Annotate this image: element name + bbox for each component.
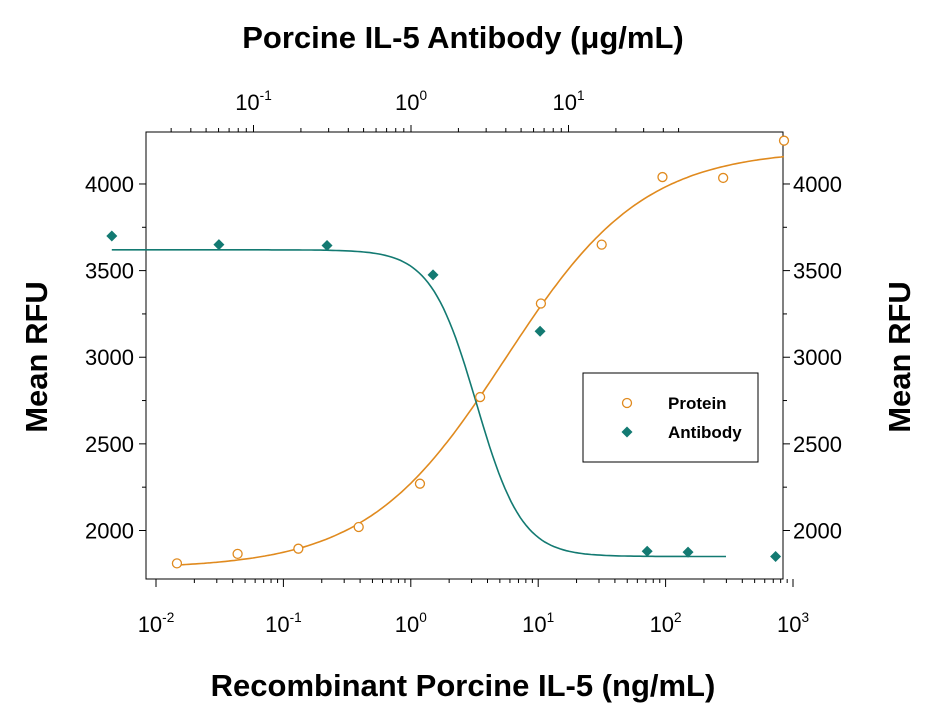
right-y-axis: 2000 2500 3000 3500 4000 bbox=[783, 172, 842, 543]
protein-point bbox=[414, 478, 426, 489]
x-tick-label: 101 bbox=[522, 610, 554, 637]
plot-area bbox=[145, 131, 784, 580]
y-axis-label-left: Mean RFU bbox=[19, 281, 54, 433]
x-tick-label: 100 bbox=[395, 610, 427, 637]
protein-point bbox=[778, 135, 790, 146]
y-tick-label-right: 4000 bbox=[793, 172, 842, 197]
antibody-point bbox=[641, 545, 653, 557]
top-x-tick-label: 101 bbox=[552, 88, 584, 115]
antibody-point bbox=[427, 269, 439, 281]
x-axis-label: Recombinant Porcine IL-5 (ng/mL) bbox=[211, 668, 716, 703]
y-tick-label-left: 2500 bbox=[85, 432, 134, 457]
protein-point bbox=[657, 171, 668, 183]
data-points bbox=[106, 135, 790, 569]
y-tick-label-left: 2000 bbox=[85, 518, 134, 543]
legend: Protein Antibody bbox=[582, 372, 759, 463]
y-tick-label-right: 3000 bbox=[793, 345, 842, 370]
x-tick-label: 10-2 bbox=[138, 610, 175, 637]
antibody-point bbox=[106, 230, 118, 242]
x-tick-label: 10-1 bbox=[265, 610, 302, 637]
x-tick-label: 102 bbox=[650, 610, 682, 637]
y-tick-label-right: 2000 bbox=[793, 518, 842, 543]
top-x-tick-label: 10-1 bbox=[235, 88, 272, 115]
protein-fit-curve bbox=[176, 155, 785, 566]
protein-point bbox=[535, 298, 547, 309]
antibody-point bbox=[321, 239, 333, 251]
y-tick-label-right: 3500 bbox=[793, 259, 842, 284]
bottom-x-axis: 10-2 10-1 100 101 102 103 bbox=[138, 579, 809, 637]
chart-title: Porcine IL-5 Antibody (μg/mL) bbox=[242, 20, 683, 55]
legend-box bbox=[582, 372, 759, 463]
protein-point bbox=[293, 543, 304, 554]
legend-protein-marker bbox=[621, 397, 633, 409]
y-tick-label-left: 3000 bbox=[85, 345, 134, 370]
top-axis: 10-1 100 101 bbox=[170, 88, 680, 132]
protein-point bbox=[171, 558, 183, 569]
y-tick-label-right: 2500 bbox=[793, 432, 842, 457]
protein-point bbox=[474, 391, 486, 403]
protein-point bbox=[232, 548, 243, 560]
x-tick-label: 103 bbox=[777, 610, 809, 637]
antibody-point bbox=[770, 550, 782, 562]
protein-point bbox=[353, 521, 364, 533]
y-axis-label-right: Mean RFU bbox=[882, 281, 917, 433]
y-tick-label-left: 3500 bbox=[85, 259, 134, 284]
antibody-fit-curve bbox=[111, 249, 726, 558]
top-x-tick-label: 100 bbox=[395, 88, 427, 115]
left-y-axis: 2000 2500 3000 3500 4000 bbox=[85, 172, 146, 543]
legend-antibody-marker bbox=[621, 426, 633, 438]
antibody-point bbox=[534, 325, 546, 337]
protein-point bbox=[596, 239, 607, 250]
antibody-point bbox=[682, 546, 694, 558]
antibody-point bbox=[213, 239, 225, 251]
legend-antibody-label: Antibody bbox=[668, 423, 742, 442]
protein-point bbox=[718, 172, 729, 184]
legend-protein-label: Protein bbox=[668, 394, 727, 413]
y-tick-label-left: 4000 bbox=[85, 172, 134, 197]
fit-curves bbox=[111, 155, 785, 566]
